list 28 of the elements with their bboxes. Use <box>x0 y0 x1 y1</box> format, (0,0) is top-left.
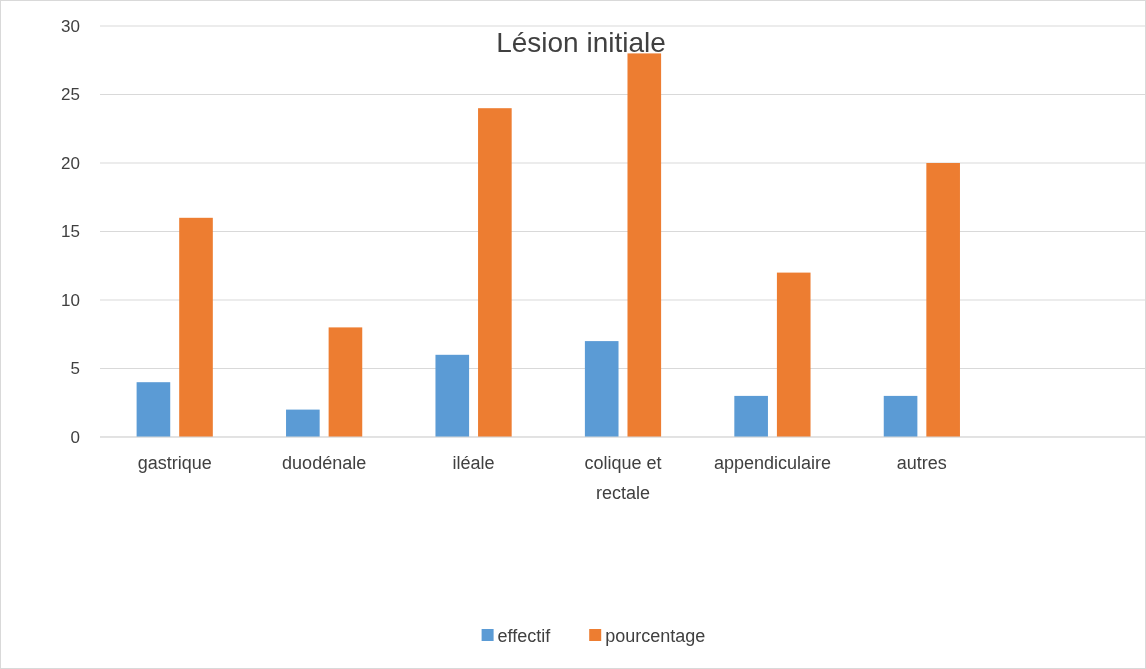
x-tick-label: appendiculaire <box>713 453 831 473</box>
bar <box>179 217 213 437</box>
chart-title: Lésion initiale <box>496 27 666 58</box>
y-tick-label: 10 <box>61 290 80 310</box>
bar <box>435 354 470 437</box>
y-tick-label: 0 <box>70 427 80 447</box>
legend-label: pourcentage <box>605 626 706 647</box>
bar <box>926 163 960 437</box>
bar <box>286 409 320 437</box>
x-tick-label: gastrique <box>137 453 212 473</box>
bar <box>776 272 811 437</box>
bar <box>883 395 918 437</box>
bar <box>584 341 619 437</box>
y-tick-label: 20 <box>61 153 80 173</box>
x-tick-label: colique et rectale <box>584 453 662 503</box>
x-tick-label: autres <box>896 453 947 473</box>
legend-label: effectif <box>497 626 552 647</box>
bar <box>478 108 512 437</box>
bar <box>627 53 662 437</box>
x-tick-label: duodénale <box>282 453 367 473</box>
x-tick-label: iléale <box>452 453 495 473</box>
bar <box>734 395 768 437</box>
bar <box>328 327 363 437</box>
y-tick-label: 25 <box>61 85 80 105</box>
y-tick-label: 15 <box>61 222 80 242</box>
y-tick-label: 5 <box>70 359 80 379</box>
bar <box>136 382 171 437</box>
y-tick-label: 30 <box>61 16 80 36</box>
